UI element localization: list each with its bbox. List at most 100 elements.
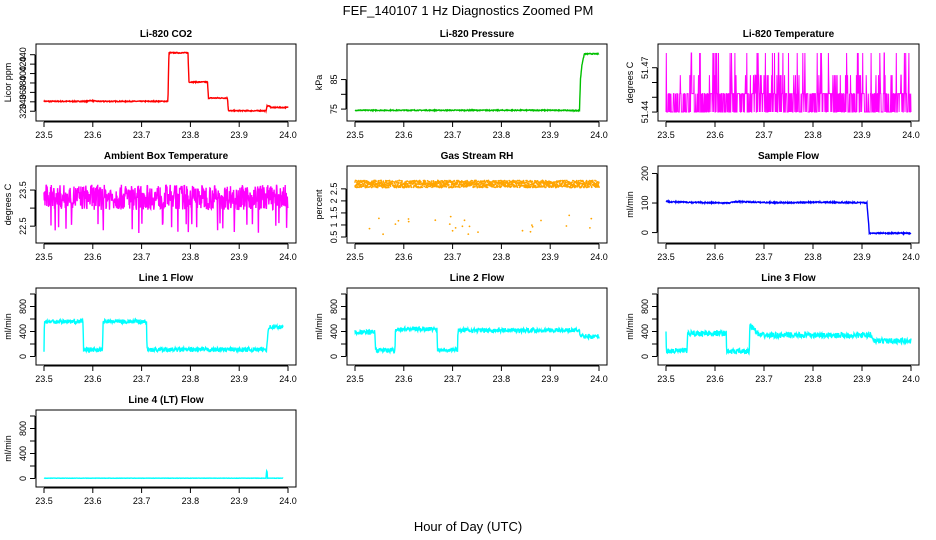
data-series bbox=[665, 52, 912, 113]
series-line bbox=[354, 52, 600, 113]
x-tick-label: 23.9 bbox=[853, 130, 871, 140]
data-point bbox=[397, 183, 399, 186]
x-tick-label: 24.0 bbox=[902, 130, 920, 140]
y-tick-label: 0.5 bbox=[329, 231, 339, 244]
series-line bbox=[665, 52, 912, 113]
y-axis-label: ml/min bbox=[3, 313, 13, 340]
x-tick-label: 23.9 bbox=[230, 374, 248, 384]
y-tick-label: 100 bbox=[640, 196, 650, 211]
data-point bbox=[406, 180, 409, 183]
y-axis-label: percent bbox=[314, 189, 324, 220]
data-point bbox=[539, 183, 542, 186]
x-tick-label: 23.6 bbox=[395, 374, 413, 384]
plot-frame bbox=[346, 43, 608, 122]
data-point bbox=[357, 179, 360, 182]
data-point bbox=[598, 186, 600, 189]
data-point bbox=[432, 180, 435, 183]
data-point bbox=[556, 183, 559, 186]
x-tick-label: 23.6 bbox=[84, 130, 102, 140]
y-tick-label: 0 bbox=[329, 354, 339, 359]
y-tick-label: 1.5 bbox=[329, 207, 339, 220]
data-point bbox=[589, 184, 592, 187]
data-point bbox=[394, 184, 397, 186]
y-axis-label: ml/min bbox=[314, 313, 324, 340]
data-point bbox=[421, 186, 424, 189]
data-point bbox=[428, 180, 431, 183]
data-point bbox=[447, 183, 450, 186]
data-point bbox=[391, 182, 394, 185]
data-point bbox=[366, 186, 368, 189]
x-tick-label: 23.8 bbox=[182, 130, 200, 140]
data-point bbox=[545, 185, 548, 187]
data-point bbox=[459, 186, 461, 189]
data-point bbox=[583, 181, 586, 184]
x-tick-label: 23.9 bbox=[853, 374, 871, 384]
y-tick-label: 23.5 bbox=[18, 181, 28, 199]
x-axis-label: Hour of Day (UTC) bbox=[414, 519, 522, 534]
data-point bbox=[408, 186, 410, 189]
panel-title: Line 3 Flow bbox=[761, 273, 816, 284]
x-tick-label: 23.8 bbox=[804, 252, 822, 262]
data-point bbox=[462, 184, 465, 187]
y-tick-label: 1 bbox=[329, 222, 339, 227]
data-point bbox=[386, 180, 389, 182]
y-tick-label: 2 bbox=[329, 198, 339, 203]
data-point bbox=[389, 180, 391, 183]
data-point bbox=[378, 217, 380, 220]
data-point bbox=[370, 186, 373, 189]
plot-frame bbox=[346, 287, 608, 366]
y-tick-label: 0 bbox=[640, 354, 650, 359]
x-tick-label: 23.9 bbox=[541, 374, 559, 384]
y-tick-label: 400 bbox=[640, 324, 650, 339]
data-point bbox=[398, 182, 400, 185]
data-point bbox=[368, 227, 371, 230]
plot-frame bbox=[35, 165, 297, 244]
data-point bbox=[364, 179, 366, 182]
panel-title: Li-820 Temperature bbox=[743, 29, 835, 40]
data-point bbox=[426, 186, 429, 189]
data-point bbox=[588, 185, 590, 188]
data-point bbox=[467, 180, 469, 183]
series-line bbox=[665, 323, 912, 356]
data-point bbox=[506, 180, 509, 183]
data-point bbox=[529, 230, 532, 233]
data-point bbox=[453, 180, 456, 183]
x-tick-label: 23.8 bbox=[182, 374, 200, 384]
x-tick-label: 23.6 bbox=[395, 252, 413, 262]
panel-5: Sample Flow ml/min 23.5 23.6 23.7 23.8 23.9 24.… bbox=[625, 151, 920, 262]
data-point bbox=[564, 185, 567, 188]
data-point bbox=[451, 229, 454, 232]
data-point bbox=[497, 185, 499, 188]
data-point bbox=[476, 186, 479, 188]
x-tick-label: 23.6 bbox=[84, 374, 102, 384]
series-line bbox=[43, 51, 289, 114]
data-point bbox=[587, 180, 590, 183]
y-axis-label: ml/min bbox=[625, 313, 635, 340]
data-point bbox=[471, 183, 473, 186]
data-point bbox=[366, 184, 369, 187]
data-point bbox=[577, 179, 580, 182]
data-point bbox=[565, 225, 568, 227]
plot-frame bbox=[346, 165, 608, 244]
panel-title: Line 4 (LT) Flow bbox=[128, 395, 204, 406]
x-tick-label: 23.6 bbox=[706, 374, 724, 384]
data-point bbox=[483, 182, 486, 185]
panel-6: Line 1 Flow ml/min 23.5 23.6 23.7 23.8 23.9 24.… bbox=[3, 273, 297, 384]
y-tick-label: 420 bbox=[18, 57, 28, 72]
data-point bbox=[521, 229, 524, 232]
panel-title: Li-820 CO2 bbox=[140, 29, 193, 40]
y-tick-label: 400 bbox=[329, 324, 339, 339]
panel-title: Ambient Box Temperature bbox=[104, 151, 229, 162]
data-point bbox=[474, 185, 476, 188]
data-point bbox=[477, 231, 479, 234]
data-point bbox=[483, 179, 486, 182]
y-tick-label: 360 bbox=[18, 85, 28, 100]
data-point bbox=[561, 185, 564, 188]
data-point bbox=[536, 180, 539, 183]
figure-title: FEF_140107 1 Hz Diagnostics Zoomed PM bbox=[343, 3, 594, 18]
panel-1: Li-820 Pressure kPa 23.5 23.6 23.7 23.8 23.9 24… bbox=[314, 29, 608, 140]
y-axis-label: kPa bbox=[314, 75, 324, 91]
y-tick-label: 200 bbox=[640, 166, 650, 181]
x-tick-label: 23.6 bbox=[84, 496, 102, 506]
x-tick-label: 23.6 bbox=[706, 252, 724, 262]
